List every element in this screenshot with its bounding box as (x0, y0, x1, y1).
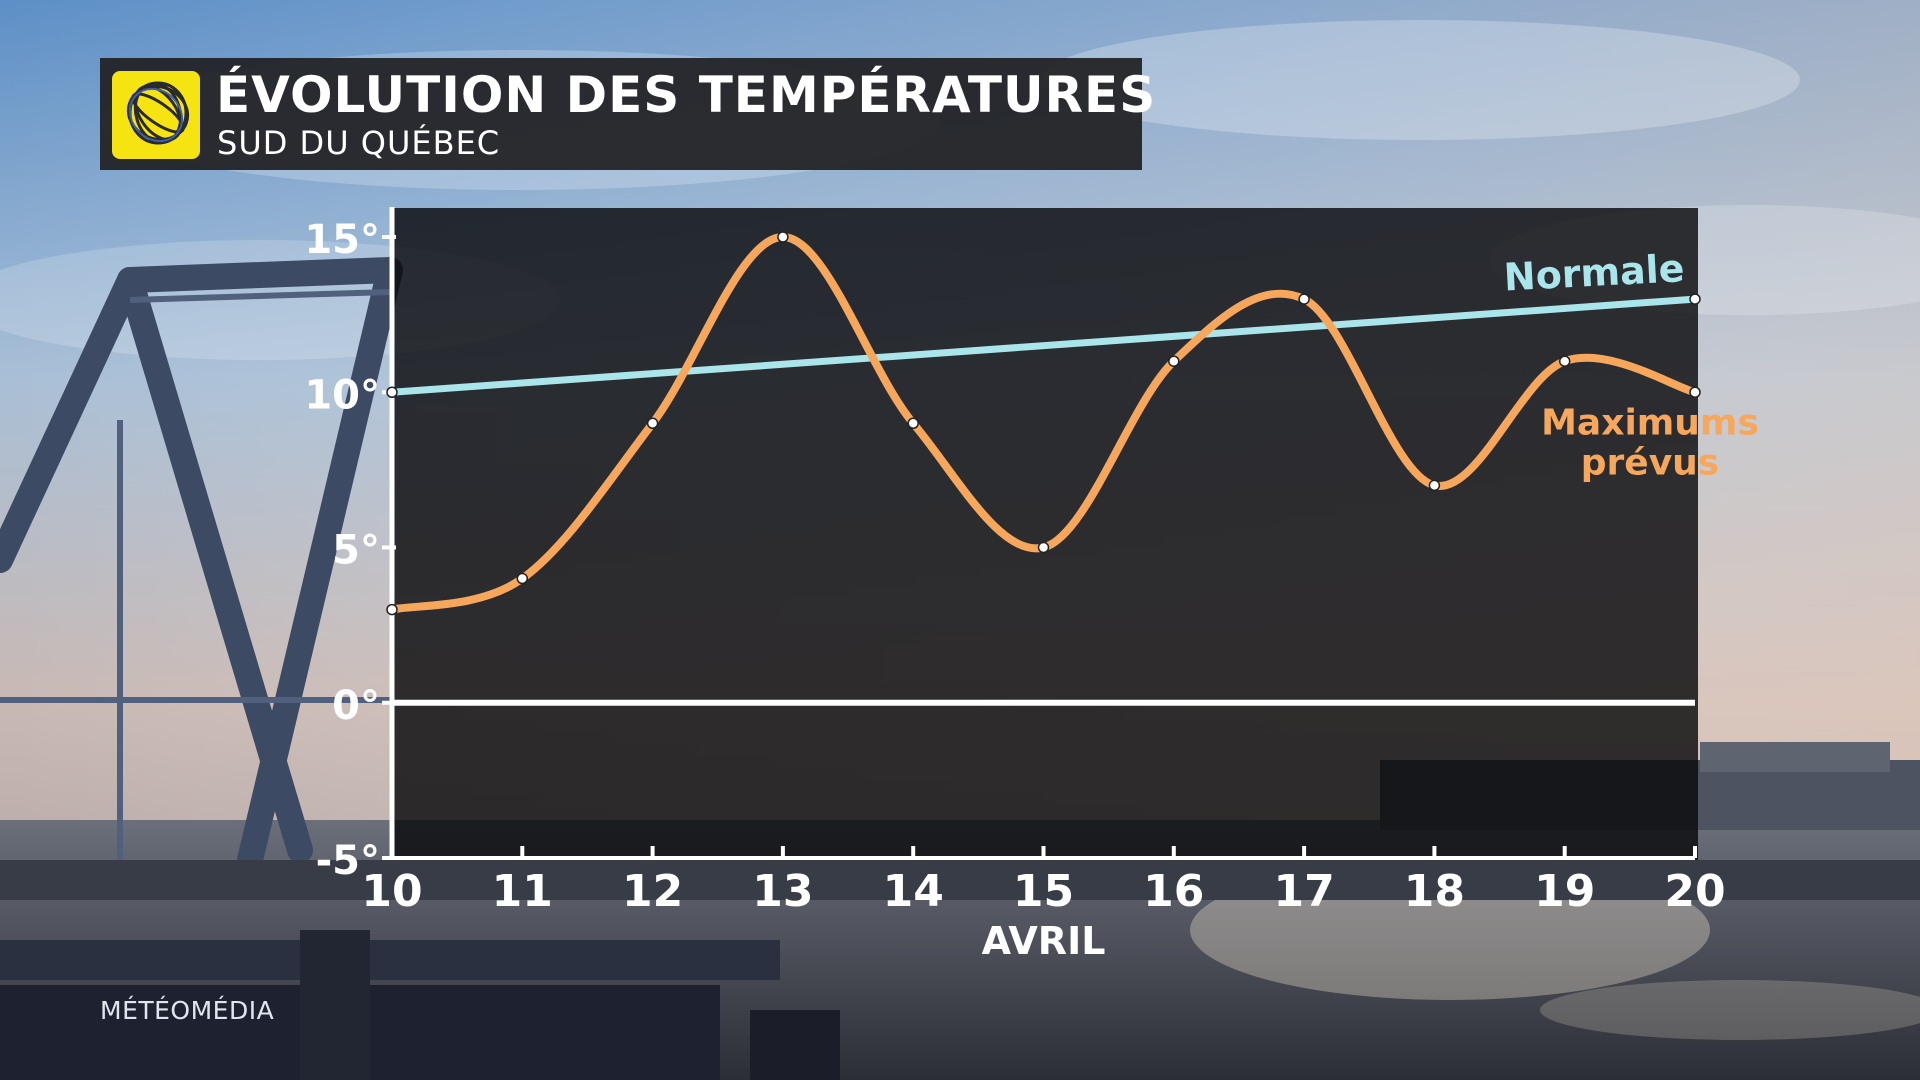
x-tick-label: 13 (752, 866, 813, 917)
x-tick-label: 19 (1534, 866, 1595, 917)
data-point-normale (1689, 293, 1701, 305)
series-label-maximums: Maximums (1541, 402, 1759, 443)
series-line-normale (388, 295, 1699, 396)
data-point-maximums (1689, 386, 1701, 398)
plot-panel (390, 208, 1698, 860)
data-point-normale (386, 386, 398, 398)
x-tick-label: 17 (1273, 866, 1334, 917)
x-tick-label: 11 (492, 866, 553, 917)
chart-subtitle: SUD DU QUÉBEC (217, 124, 501, 162)
y-tick-label: 10° (304, 372, 380, 418)
x-tick-label: 10 (361, 866, 422, 917)
x-tick-label: 18 (1404, 866, 1465, 917)
data-point-maximums (1168, 355, 1180, 367)
series-label-maximums: prévus (1581, 442, 1719, 483)
data-point-maximums (1558, 355, 1571, 367)
series-label-normale: Normale (1503, 246, 1686, 299)
y-tick-label: -5° (316, 838, 380, 884)
data-point-maximums (777, 231, 789, 243)
y-tick-label: 5° (332, 528, 380, 574)
data-point-maximums (1298, 293, 1310, 305)
data-point-maximums (646, 417, 659, 430)
data-point-maximums (1428, 479, 1441, 492)
data-point-maximums (516, 572, 529, 585)
data-point-maximums (1037, 541, 1050, 554)
x-tick-label: 14 (883, 866, 944, 917)
data-point-maximums (907, 417, 919, 430)
brand-watermark: MÉTÉOMÉDIA (100, 996, 275, 1025)
x-axis-label: AVRIL (982, 919, 1106, 963)
title-banner: ÉVOLUTION DES TEMPÉRATURES SUD DU QUÉBEC (100, 58, 1155, 170)
y-tick-label: 15° (304, 217, 380, 263)
y-tick-label: 0° (332, 683, 380, 729)
chart-title: ÉVOLUTION DES TEMPÉRATURES (216, 66, 1157, 124)
x-tick-label: 12 (622, 866, 683, 917)
data-point-maximums (386, 603, 398, 616)
x-tick-label: 15 (1013, 866, 1074, 917)
x-tick-label: 20 (1664, 866, 1725, 917)
meteomedia-globe-icon (112, 71, 200, 159)
x-tick-label: 16 (1143, 866, 1204, 917)
